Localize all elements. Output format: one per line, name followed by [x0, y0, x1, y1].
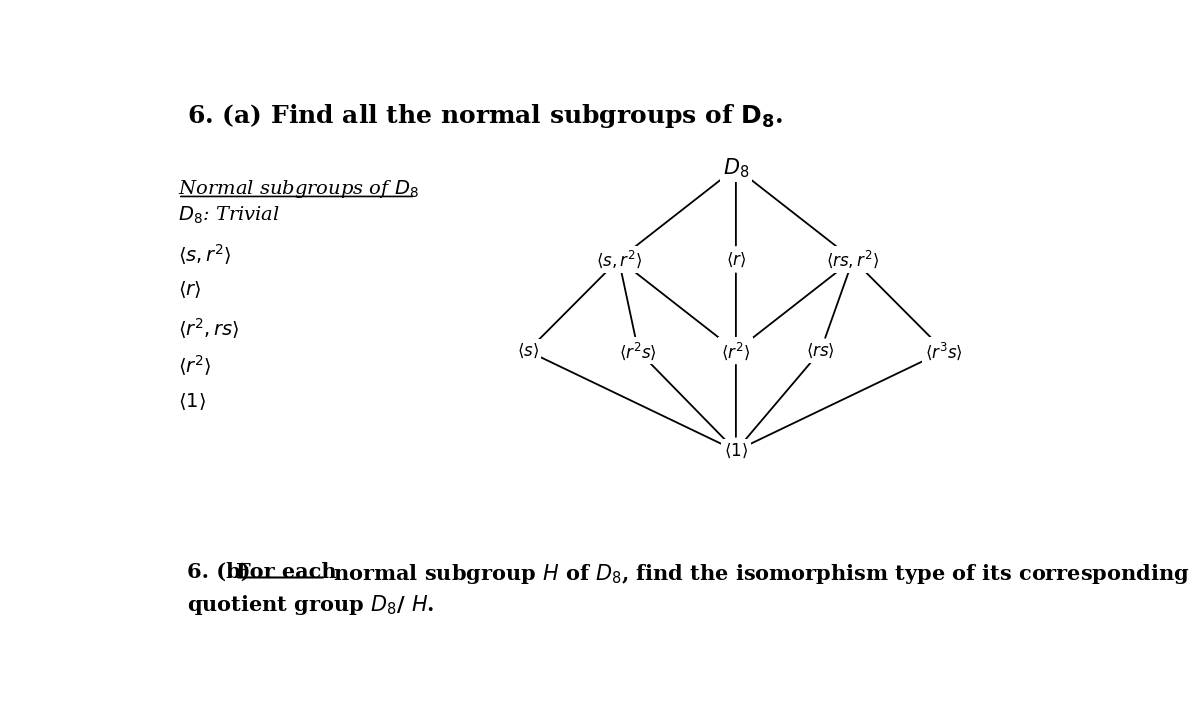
- Text: $D_8$: $D_8$: [722, 156, 749, 180]
- Text: $\langle r^2 \rangle$: $\langle r^2 \rangle$: [721, 341, 750, 362]
- Text: $\langle r^2s \rangle$: $\langle r^2s \rangle$: [619, 341, 658, 362]
- Text: $\langle rs \rangle$: $\langle rs \rangle$: [806, 342, 835, 360]
- Text: For each: For each: [235, 562, 336, 582]
- Text: quotient group $D_8$/ $H$.: quotient group $D_8$/ $H$.: [187, 594, 434, 617]
- Text: $\langle 1 \rangle$: $\langle 1 \rangle$: [724, 442, 748, 460]
- Text: $\langle s \rangle$: $\langle s \rangle$: [516, 342, 539, 360]
- Text: 6. (a) Find all the normal subgroups of $\mathbf{D_8}$.: 6. (a) Find all the normal subgroups of …: [187, 102, 784, 129]
- Text: $\langle rs, r^2 \rangle$: $\langle rs, r^2 \rangle$: [827, 249, 880, 270]
- Text: $D_8$: Trivial: $D_8$: Trivial: [178, 205, 280, 226]
- Text: $\langle r \rangle$: $\langle r \rangle$: [178, 279, 202, 300]
- Text: $\langle r^2 \rangle$: $\langle r^2 \rangle$: [178, 353, 211, 378]
- Text: Normal subgroups of $D_8$: Normal subgroups of $D_8$: [178, 178, 419, 201]
- Text: 6. (b): 6. (b): [187, 562, 258, 582]
- Text: $\langle s, r^2 \rangle$: $\langle s, r^2 \rangle$: [178, 242, 232, 267]
- Text: normal subgroup $H$ of $D_8$, find the isomorphism type of its corresponding: normal subgroup $H$ of $D_8$, find the i…: [325, 562, 1189, 586]
- Text: $\langle r^3s \rangle$: $\langle r^3s \rangle$: [925, 341, 964, 362]
- Text: $\langle s, r^2 \rangle$: $\langle s, r^2 \rangle$: [595, 249, 642, 270]
- Text: $\langle r \rangle$: $\langle r \rangle$: [726, 250, 746, 269]
- Text: $\langle r^2, rs \rangle$: $\langle r^2, rs \rangle$: [178, 316, 240, 341]
- Text: $\langle 1 \rangle$: $\langle 1 \rangle$: [178, 391, 205, 412]
